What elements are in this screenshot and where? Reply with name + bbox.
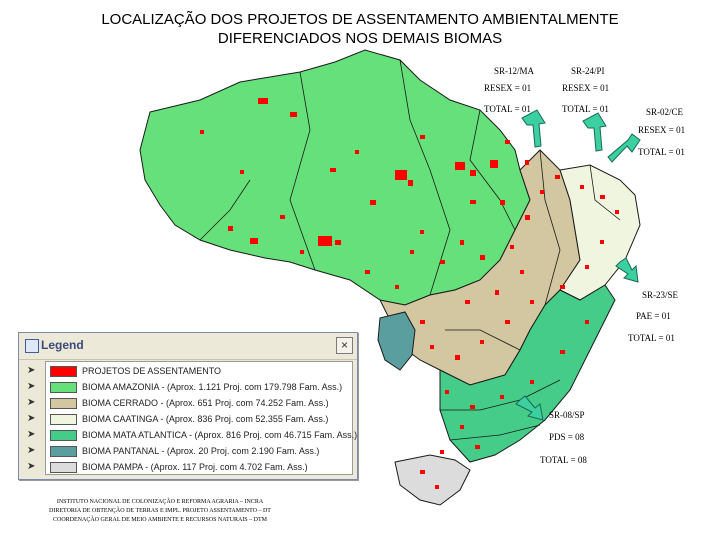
legend-label: PROJETOS DE ASSENTAMENTO xyxy=(82,366,222,376)
arrow-sr02 xyxy=(607,133,641,163)
credits-line2: DIRETORIA DE OBTENÇÃO DE TERRAS E IMPL. … xyxy=(49,508,271,514)
callout-sr24-name: SR-24/PI xyxy=(571,66,605,76)
legend-label: BIOMA PAMPA - (Aprox. 117 Proj. com 4.70… xyxy=(82,462,308,472)
arrow-sr23 xyxy=(615,257,639,283)
map-title-line2: DIFERENCIADOS NOS DEMAIS BIOMAS xyxy=(217,30,503,47)
legend-swatch xyxy=(50,462,77,473)
legend-label: BIOMA PANTANAL - (Aprox. 20 Proj. com 2.… xyxy=(82,446,320,456)
legend-swatch xyxy=(50,430,77,441)
cursor-arrow-icon: ➤ xyxy=(27,461,36,472)
callout-sr24-resex: RESEX = 01 xyxy=(562,83,610,93)
bioma-amazonia-region xyxy=(139,49,531,306)
legend-window[interactable]: Legend × ➤ ➤ ➤ ➤ ➤ ➤ ➤ PROJETOS DE ASSEN… xyxy=(18,332,358,480)
callout-arrows xyxy=(515,109,641,421)
callout-sr23-pae: PAE = 01 xyxy=(636,311,671,321)
legend-titlebar[interactable]: Legend × xyxy=(19,333,357,360)
legend-item[interactable]: BIOMA PAMPA - (Aprox. 117 Proj. com 4.70… xyxy=(46,460,352,475)
legend-swatch xyxy=(50,414,77,425)
legend-swatch xyxy=(50,446,77,457)
legend-swatch xyxy=(50,382,77,393)
legend-title: Legend xyxy=(41,338,84,352)
legend-item[interactable]: PROJETOS DE ASSENTAMENTO xyxy=(46,364,352,379)
callout-sr02-resex: RESEX = 01 xyxy=(638,125,686,135)
callout-sr02-name: SR-02/CE xyxy=(646,107,684,117)
credits-line3: COORDENAÇÃO GERAL DE MEIO AMBIENTE E REC… xyxy=(53,517,267,523)
map-title-line1: LOCALIZAÇÃO DOS PROJETOS DE ASSENTAMENTO… xyxy=(101,11,619,28)
assentamento-dots xyxy=(200,98,619,489)
legend-label: BIOMA CERRADO - (Aprox. 651 Proj. com 74… xyxy=(82,398,329,408)
legend-label: BIOMA MATA ATLANTICA - (Aprox. 816 Proj.… xyxy=(82,430,358,440)
arrow-sr08 xyxy=(515,395,544,421)
callout-sr24-total: TOTAL = 01 xyxy=(562,104,609,114)
callout-sr12-resex: RESEX = 01 xyxy=(484,83,532,93)
cursor-arrow-icon: ➤ xyxy=(27,445,36,456)
legend-label: BIOMA CAATINGA - (Aprox. 836 Proj. com 5… xyxy=(82,414,329,424)
arrow-sr12 xyxy=(521,109,546,148)
callout-sr08-name: SR-08/SP xyxy=(549,410,585,420)
legend-item[interactable]: BIOMA CAATINGA - (Aprox. 836 Proj. com 5… xyxy=(46,412,352,427)
legend-list[interactable]: PROJETOS DE ASSENTAMENTO BIOMA AMAZONIA … xyxy=(45,361,357,475)
cursor-arrow-icon: ➤ xyxy=(27,413,36,424)
legend-window-icon xyxy=(25,339,39,353)
cursor-arrow-icon: ➤ xyxy=(27,397,36,408)
legend-item[interactable]: BIOMA CERRADO - (Aprox. 651 Proj. com 74… xyxy=(46,396,352,411)
callout-sr23-total: TOTAL = 01 xyxy=(628,333,675,343)
legend-item[interactable]: BIOMA AMAZONIA - (Aprox. 1.121 Proj. com… xyxy=(46,380,352,395)
credits-line1: INSTITUTO NACIONAL DE COLONIZAÇÃO E REFO… xyxy=(56,499,264,505)
cursor-arrow-icon: ➤ xyxy=(27,429,36,440)
legend-swatch xyxy=(50,366,77,377)
cursor-arrow-icon: ➤ xyxy=(27,381,36,392)
callout-sr12-name: SR-12/MA xyxy=(494,66,535,76)
bioma-pampa-region xyxy=(394,454,471,506)
callout-sr02-total: TOTAL = 01 xyxy=(638,147,685,157)
arrow-sr24 xyxy=(582,112,607,152)
legend-label: BIOMA AMAZONIA - (Aprox. 1.121 Proj. com… xyxy=(82,382,343,392)
legend-item[interactable]: BIOMA PANTANAL - (Aprox. 20 Proj. com 2.… xyxy=(46,444,352,459)
legend-item[interactable]: BIOMA MATA ATLANTICA - (Aprox. 816 Proj.… xyxy=(46,428,357,443)
legend-swatch xyxy=(50,398,77,409)
bioma-mata-atlantica-region xyxy=(439,284,616,463)
state-boundaries xyxy=(199,59,621,441)
bioma-pantanal-region xyxy=(377,311,416,371)
callout-sr12-total: TOTAL = 01 xyxy=(484,104,531,114)
map-title: LOCALIZAÇÃO DOS PROJETOS DE ASSENTAMENTO… xyxy=(40,10,680,48)
callout-sr23-name: SR-23/SE xyxy=(642,290,679,300)
close-icon[interactable]: × xyxy=(336,337,353,354)
credits-footer: INSTITUTO NACIONAL DE COLONIZAÇÃO E REFO… xyxy=(20,498,300,525)
cursor-arrow-icon: ➤ xyxy=(27,365,36,376)
callout-sr08-pds: PDS = 08 xyxy=(549,432,585,442)
callout-sr08-total: TOTAL = 08 xyxy=(540,455,587,465)
